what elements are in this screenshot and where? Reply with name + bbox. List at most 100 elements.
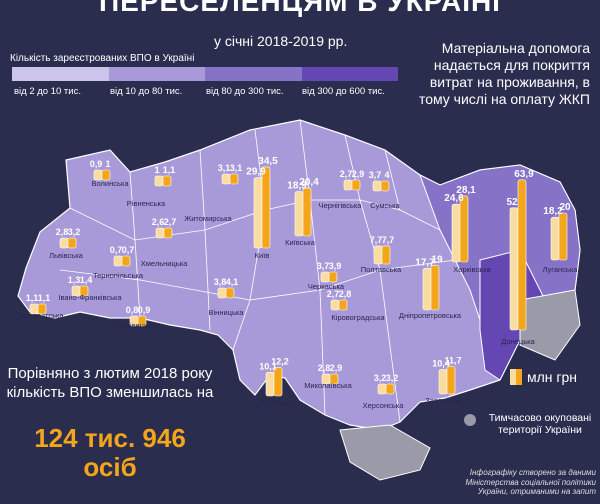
bar-кіровоградська-2018 [330, 299, 340, 311]
value-label-луганська-2019: 20 [559, 202, 571, 213]
legend-bin-label-1: від 2 до 10 тис. [14, 86, 81, 97]
value-label-кіровоградська-2018: 2,7 [327, 289, 340, 299]
region-name-вінницька: Вінницька [209, 308, 245, 317]
region-name-київська: Київська [285, 238, 316, 247]
value-label-вінницька-2018: 3,8 [214, 277, 227, 287]
unit-legend-icon [510, 369, 522, 385]
bar-чернігівська-2019 [351, 179, 361, 191]
bar-полтавська-2019 [381, 245, 391, 265]
bar-донецька-2018 [509, 207, 519, 331]
value-label-харківська-2018: 24,6 [444, 193, 464, 204]
region-name-донецька: Донецька [501, 337, 535, 346]
legend-bin-label-2: від 10 до 80 тис. [110, 86, 183, 97]
bar-сумська-2018 [372, 180, 382, 192]
value-label-кіровоградська-2019: 2,8 [339, 289, 352, 299]
bar-київ-2019 [261, 166, 271, 249]
legend-swatch-3 [205, 67, 302, 81]
region-name-харківська: Харківська [453, 265, 491, 274]
value-label-київ-2018: 29,9 [246, 167, 266, 178]
value-label-закарпатська-2018: 1,1 [26, 293, 39, 303]
bar-львівська-2018 [59, 237, 69, 249]
comparison-amount-unit: осіб [83, 452, 137, 482]
bar-черкаська-2018 [320, 271, 330, 283]
value-label-харківська-2019: 28,1 [456, 185, 476, 196]
bar-хмельницька-2018 [155, 227, 165, 239]
value-label-львівська-2018: 2,8 [56, 227, 69, 237]
region-name-одеська: Одеська [261, 398, 291, 407]
legend-swatch-2 [108, 67, 205, 81]
source-note: Інфографіку створено за даними Міністерс… [465, 468, 596, 496]
region-name-запорізька: Запорізька [425, 396, 464, 405]
value-label-запорізька-2018: 10,4 [432, 359, 450, 369]
legend-title: Кількість зареєстрованих ВПО в Україні [10, 53, 195, 64]
legend-swatch-1 [12, 67, 109, 81]
value-label-дніпропетровська-2018: 17,7 [415, 257, 435, 268]
bar-черкаська-2019 [328, 271, 338, 283]
map-occupied-crimea [339, 424, 431, 481]
legend-swatch-4 [301, 67, 398, 81]
value-label-вінницька-2019: 4,1 [226, 277, 239, 287]
value-label-чернігівська-2019: 2,9 [352, 169, 365, 179]
bar-закарпатська-2019 [37, 303, 47, 315]
value-label-волинська-2019: 1 [105, 159, 110, 169]
region-name-луганська: Луганська [543, 265, 579, 274]
legend-color-scale [12, 67, 398, 81]
unit-legend-label: млн грн [527, 369, 578, 385]
value-label-херсонська-2019: 3,2 [386, 373, 399, 383]
value-label-донецька-2018: 52 [506, 197, 518, 208]
region-name-волинська: Волинська [92, 179, 130, 188]
region-name-івано-франківська: Івано-Франківська [58, 293, 122, 302]
bar-луганська-2019 [558, 212, 568, 261]
bar-вінницька-2018 [217, 287, 227, 299]
value-label-волинська-2018: 0,9 [90, 159, 103, 169]
infographic-title: ПЕРЕСЕЛЕНЦЯМ В УКРАЇНІ [99, 0, 501, 17]
region-name-миколаївська: Миколаївська [304, 381, 352, 390]
value-label-запорізька-2019: 11,7 [444, 356, 461, 366]
comparison-text: Порівняно з лютим 2018 року кількість ВП… [6, 365, 214, 401]
region-name-рівненська: Рівненська [127, 199, 166, 208]
legend-bin-label-4: від 300 до 600 тис. [302, 86, 385, 97]
value-label-тернопільська-2019: 0,7 [122, 245, 135, 255]
occupied-legend-swatch [464, 414, 476, 426]
bar-миколаївська-2019 [329, 373, 339, 385]
map-occupied-east [519, 289, 581, 361]
bar-чернігівська-2018 [343, 179, 353, 191]
value-label-київ-2019: 34,5 [258, 156, 278, 167]
bar-запорізька-2018 [438, 369, 448, 395]
bar-тернопільська-2018 [113, 255, 123, 267]
value-label-черкаська-2018: 3,7 [317, 261, 330, 271]
bar-харківська-2018 [451, 203, 461, 263]
bars-layer [29, 166, 568, 397]
region-name-житомирська: Житомирська [184, 214, 232, 223]
comparison-amount: 124 тис. 946 осіб [0, 424, 220, 482]
value-label-рівненська-2018: 1 [154, 165, 159, 175]
region-name-сумська: Сумська [370, 201, 400, 210]
value-label-полтавська-2018: 7,7 [370, 235, 383, 245]
value-label-луганська-2018: 18,2 [543, 206, 563, 217]
region-name-тернопільська: Тернопільська [93, 271, 144, 280]
bar-одеська-2019 [273, 367, 283, 397]
value-label-закарпатська-2019: 1,1 [38, 293, 51, 303]
value-label-чернівецька-2019: 0,9 [138, 305, 151, 315]
value-label-житомирська-2018: 3,1 [218, 163, 231, 173]
region-name-дніпропетровська: Дніпропетровська [399, 311, 462, 320]
region-name-закарпатська: Закарпатська [16, 311, 64, 320]
value-label-одеська-2018: 10,1 [259, 361, 277, 371]
bar-дніпропетровська-2018 [422, 268, 432, 311]
value-label-київська-2019: 20,4 [299, 177, 319, 188]
bar-харківська-2019 [459, 195, 469, 263]
region-name-львівська: Львівська [49, 251, 83, 260]
bar-сумська-2019 [380, 180, 390, 192]
bar-івано-франківська-2019 [79, 285, 89, 297]
bar-дніпропетровська-2019 [430, 265, 440, 311]
bar-херсонська-2018 [377, 383, 387, 395]
occupied-legend-label: Тимчасово окуповані території України [488, 412, 592, 436]
bar-донецька-2019 [517, 179, 527, 331]
region-name-херсонська: Херсонська [363, 401, 405, 410]
region-name-полтавська: Полтавська [361, 265, 402, 274]
value-label-херсонська-2018: 3,2 [374, 373, 387, 383]
legend-bin-label-3: від 80 до 300 тис. [206, 86, 284, 97]
